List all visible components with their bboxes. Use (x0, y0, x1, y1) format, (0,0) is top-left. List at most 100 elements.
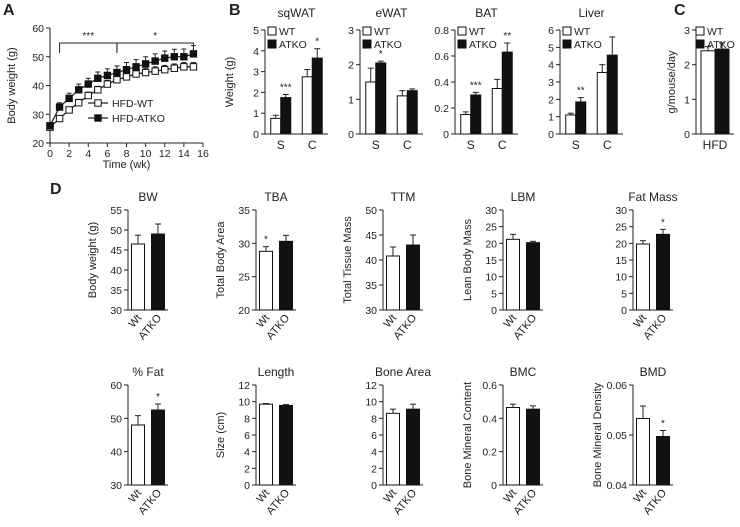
chart-title: LBM (511, 190, 536, 204)
chart-title: eWAT (376, 6, 409, 20)
legend-swatch (562, 26, 572, 36)
chart-a: 20 30 40 50 60 0 2 4 6 8 10 12 14 16 Time (wk) Body wei… (6, 23, 209, 171)
data-point-hfd-wt (132, 70, 140, 78)
data-point-hfd-atko (113, 68, 121, 77)
x-category-label: ATKO (391, 487, 419, 517)
y-tick-label: 6 (371, 430, 377, 442)
x-axis-label: Time (wk) (103, 159, 151, 171)
x-category-label: ATKO (136, 312, 164, 342)
x-category-label: ATKO (641, 487, 669, 517)
y-tick-label: 45 (110, 245, 122, 257)
bar-wt (386, 255, 400, 311)
data-point-hfd-wt (74, 99, 83, 107)
y-tick-label: 0 (548, 129, 554, 141)
y-tick-label: 2 (684, 60, 690, 72)
y-axis-label: Bone Mineral Density (592, 382, 604, 487)
y-tick-label: 10 (485, 272, 497, 284)
significance-stars: *** (82, 31, 94, 42)
legend-label: ATKO (574, 39, 602, 51)
y-tick-label: 0.2 (482, 447, 497, 459)
y-tick-label: 25 (615, 222, 627, 234)
legend-label: WT (574, 26, 591, 38)
y-tick-label: 5 (621, 288, 627, 300)
y-tick-label: 10 (238, 397, 250, 409)
data-point-hfd-wt (113, 76, 121, 84)
y-tick-label: 2 (548, 94, 554, 106)
y-tick-label: 50 (32, 52, 44, 64)
x-category-label: ATKO (391, 312, 419, 342)
bar-atko (375, 62, 387, 135)
bar-atko (575, 101, 587, 135)
x-category-label: S (572, 138, 580, 152)
legend-marker (94, 114, 102, 122)
significance-stars: * (661, 419, 665, 430)
x-tick-label: 4 (85, 148, 91, 160)
bar-atko (311, 57, 323, 135)
y-tick-label: 45 (365, 230, 377, 242)
y-tick-label: 1 (253, 108, 259, 120)
y-tick-label: 0 (684, 129, 690, 141)
y-tick-label: 35 (238, 205, 250, 217)
significance-bracket (116, 42, 194, 53)
data-point-hfd-wt (94, 86, 102, 94)
data-point-hfd-atko (46, 122, 54, 130)
data-point-hfd-wt (170, 64, 179, 72)
bar-wt (700, 50, 716, 135)
data-point-hfd-wt (84, 91, 92, 100)
series-line-hfd-atko (49, 53, 194, 127)
legend-swatch (562, 39, 572, 49)
y-tick-label: 0.06 (607, 380, 628, 392)
y-tick-label: 30 (615, 205, 627, 217)
data-point-hfd-wt (141, 68, 150, 77)
y-tick-label: 4 (244, 447, 250, 459)
data-point-hfd-atko (161, 54, 169, 62)
legend-marker (94, 99, 102, 107)
y-tick-label: 8 (371, 413, 377, 425)
bar-wt (636, 243, 650, 311)
y-tick-label: 4 (371, 447, 377, 459)
significance-stars: *** (280, 82, 292, 93)
y-tick-label: 6 (548, 25, 554, 37)
legend-swatch (695, 39, 705, 49)
chart-title: TTM (391, 190, 416, 204)
panel-label-c: C (674, 2, 686, 19)
data-point-hfd-wt (103, 80, 112, 88)
y-tick-label: 12 (365, 380, 377, 392)
x-category-label: S (372, 138, 380, 152)
legend-label: ATKO (707, 39, 735, 51)
y-tick-label: 0 (443, 129, 449, 141)
bar-atko (714, 48, 730, 135)
x-category-label: C (603, 138, 612, 152)
y-tick-label: 20 (615, 238, 627, 250)
bar-wt (259, 250, 273, 311)
chart-title: Bone Area (375, 365, 431, 379)
bar-atko (470, 94, 482, 135)
bar-wt (565, 114, 577, 135)
bar-atko (406, 244, 420, 311)
significance-stars: * (379, 49, 383, 60)
x-category-label: C (308, 138, 317, 152)
y-tick-label: 2 (348, 60, 354, 72)
bar-wt (131, 243, 145, 311)
legend-swatch (362, 26, 372, 36)
bar-atko (656, 233, 670, 311)
significance-bracket (59, 42, 118, 53)
y-tick-label: 3 (348, 25, 354, 37)
y-tick-label: 0.6 (482, 380, 497, 392)
series-line-hfd-wt (49, 66, 194, 128)
significance-stars: ** (577, 86, 585, 97)
y-tick-label: 30 (110, 480, 122, 492)
y-tick-label: 5 (548, 42, 554, 54)
data-point-hfd-wt (161, 65, 169, 74)
y-tick-label: 2 (371, 463, 377, 475)
bar-wt (460, 114, 472, 135)
legend-label: WT (707, 26, 724, 38)
data-point-hfd-atko (55, 103, 64, 111)
y-tick-label: 0.6 (434, 51, 449, 63)
y-tick-label: 0 (621, 305, 627, 317)
data-point-hfd-atko (94, 74, 102, 83)
